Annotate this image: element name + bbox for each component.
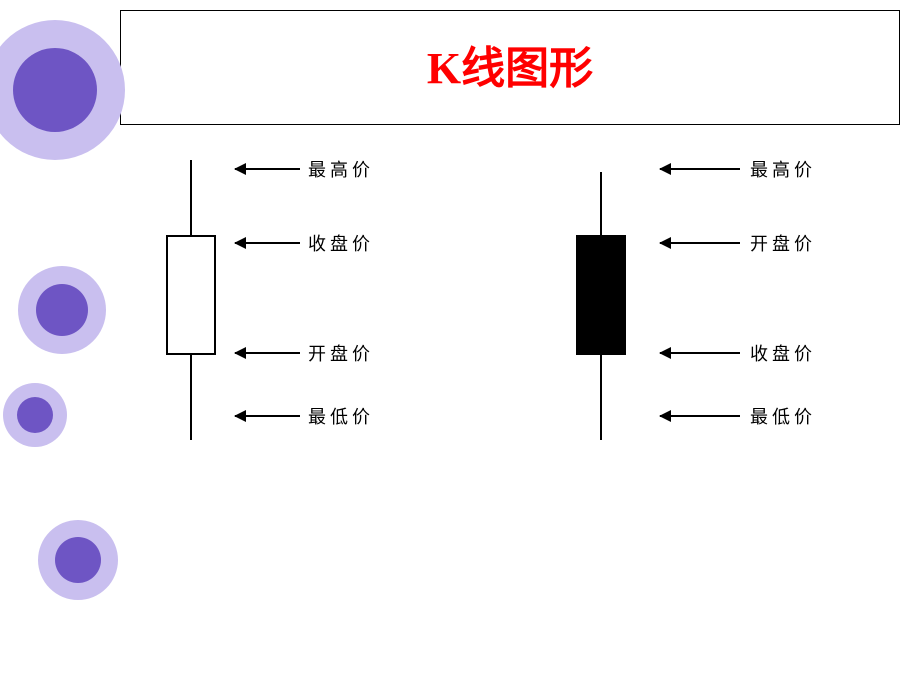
- annotation-arrow: [235, 168, 300, 170]
- candle-body: [576, 235, 626, 355]
- annotation-arrow: [235, 352, 300, 354]
- decor-circle-inner: [13, 48, 97, 132]
- annotation-label: 收盘价: [750, 340, 816, 366]
- annotation-label: 开盘价: [750, 230, 816, 256]
- annotation-label: 最高价: [308, 156, 374, 182]
- annotation-label: 开盘价: [308, 340, 374, 366]
- annotation-label: 收盘价: [308, 230, 374, 256]
- slide-title: K线图形: [427, 44, 593, 93]
- decor-circle-inner: [36, 284, 88, 336]
- decor-circle-inner: [55, 537, 101, 583]
- candlestick: 最高价收盘价开盘价最低价: [160, 160, 460, 460]
- title-box: K线图形: [120, 10, 900, 125]
- annotation-label: 最低价: [750, 403, 816, 429]
- annotation-arrow: [235, 415, 300, 417]
- candlestick: 最高价开盘价收盘价最低价: [570, 160, 870, 460]
- annotation-arrow: [660, 168, 740, 170]
- annotation-arrow: [660, 352, 740, 354]
- annotation-label: 最高价: [750, 156, 816, 182]
- annotation-arrow: [235, 242, 300, 244]
- annotation-label: 最低价: [308, 403, 374, 429]
- candle-body: [166, 235, 216, 355]
- annotation-arrow: [660, 242, 740, 244]
- decor-circle-inner: [17, 397, 53, 433]
- annotation-arrow: [660, 415, 740, 417]
